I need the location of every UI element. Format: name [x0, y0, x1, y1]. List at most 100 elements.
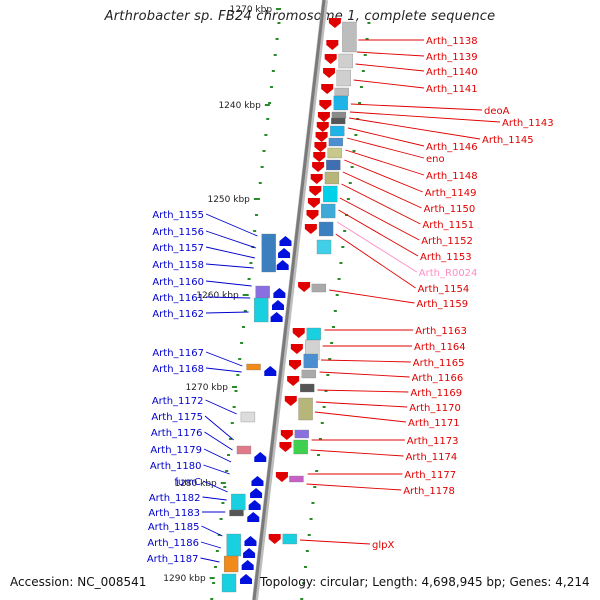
- forward-gene-arrow: [292, 328, 305, 338]
- gene-block: [240, 411, 256, 423]
- forward-gene-arrow: [309, 186, 322, 196]
- label-leader-line: [355, 63, 425, 72]
- label-leader-line: [205, 263, 254, 269]
- gene-label-left: Arth_1161: [152, 293, 204, 304]
- forward-gene-arrow: [284, 396, 297, 406]
- scale-tick: [231, 386, 237, 388]
- reverse-gene-arrow: [254, 452, 267, 462]
- gene-block: [300, 383, 315, 393]
- tick-mark: [363, 54, 367, 56]
- gene-label-left: Arth_1182: [149, 493, 201, 504]
- gene-label-left: Arth_1158: [152, 260, 204, 271]
- tick-mark: [249, 262, 253, 264]
- gene-label-right: Arth_1149: [425, 188, 477, 199]
- forward-gene-arrow: [316, 122, 329, 132]
- tick-mark: [217, 534, 221, 536]
- tick-mark: [223, 486, 227, 488]
- gene-label-left: Arth_1168: [152, 364, 204, 375]
- gene-label-right: Arth_1145: [482, 135, 534, 146]
- map-title: Arthrobacter sp. FB24 chromosome 1, comp…: [104, 9, 496, 24]
- tick-mark: [225, 470, 229, 472]
- forward-gene-arrow: [290, 344, 303, 354]
- gene-label-right: Arth_1173: [407, 436, 459, 447]
- scale-tick: [264, 104, 270, 106]
- tick-mark: [320, 422, 324, 424]
- label-leader-line: [335, 233, 416, 289]
- tick-mark: [241, 326, 245, 328]
- tick-mark: [309, 518, 313, 520]
- tick-mark: [365, 38, 369, 40]
- gene-label-right: eno: [426, 154, 445, 165]
- forward-gene-arrow: [312, 162, 325, 172]
- gene-label-right: Arth_1174: [406, 452, 458, 463]
- gene-label-right: Arth_1153: [420, 252, 472, 263]
- scale-label: 1280 kbp: [174, 479, 217, 489]
- gene-block: [298, 397, 313, 421]
- gene-block: [334, 87, 349, 97]
- tick-mark: [210, 598, 214, 600]
- reverse-gene-arrow: [279, 236, 292, 246]
- gene-block: [330, 125, 345, 137]
- gene-label-right: Arth_1152: [421, 236, 473, 247]
- gene-label-right: Arth_1154: [418, 284, 470, 295]
- gene-label-right: Arth_1151: [422, 220, 474, 231]
- label-leader-line: [319, 371, 410, 378]
- tick-mark: [317, 454, 321, 456]
- label-leader-line: [349, 111, 501, 123]
- gene-label-right: Arth_R0024: [419, 268, 478, 279]
- gene-label-left: Arth_1175: [151, 412, 203, 423]
- gene-block: [316, 239, 332, 255]
- tick-mark: [307, 534, 311, 536]
- forward-gene-arrow: [307, 198, 320, 208]
- label-leader-line: [204, 415, 234, 441]
- tick-mark: [273, 54, 277, 56]
- gene-label-right: Arth_1138: [426, 36, 478, 47]
- label-leader-line: [347, 127, 425, 147]
- tick-mark: [232, 406, 236, 408]
- tick-mark: [311, 502, 315, 504]
- reverse-gene-arrow: [278, 248, 291, 258]
- label-leader-line: [310, 449, 404, 457]
- label-leader-line: [205, 296, 251, 299]
- gene-block: [246, 363, 261, 371]
- tick-mark: [331, 326, 335, 328]
- forward-gene-arrow: [323, 68, 336, 78]
- topology-text: Topology: circular; Length: 4,698,945 bp…: [260, 575, 590, 589]
- tick-mark: [361, 70, 365, 72]
- label-leader-line: [204, 431, 233, 451]
- gene-block: [318, 221, 334, 237]
- tick-mark: [313, 486, 317, 488]
- gene-label-right: Arth_1139: [426, 52, 478, 63]
- tick-mark: [322, 406, 326, 408]
- label-leader-line: [202, 480, 228, 493]
- reverse-gene-arrow: [248, 500, 261, 510]
- tick-mark: [346, 198, 350, 200]
- tick-mark: [335, 294, 339, 296]
- gene-block: [293, 439, 308, 455]
- tick-mark: [213, 566, 217, 568]
- label-leader-line: [356, 51, 425, 57]
- tick-mark: [221, 502, 225, 504]
- reverse-gene-arrow: [240, 574, 253, 584]
- tick-mark: [337, 278, 341, 280]
- tick-mark: [358, 102, 362, 104]
- label-leader-line: [344, 159, 423, 193]
- gene-label-left: Arth_1183: [148, 508, 200, 519]
- tick-mark: [243, 310, 247, 312]
- forward-gene-arrow: [317, 112, 330, 122]
- reverse-gene-arrow: [247, 512, 260, 522]
- gene-label-left: Arth_1167: [152, 348, 204, 359]
- tick-mark: [240, 342, 244, 344]
- tick-mark: [305, 550, 309, 552]
- reverse-gene-arrow: [270, 312, 283, 322]
- tick-mark: [262, 150, 266, 152]
- scale-label: 1260 kbp: [196, 291, 239, 301]
- scale-tick: [209, 577, 215, 579]
- gene-label-left: Arth_1179: [150, 445, 202, 456]
- gene-label-right: deoA: [484, 106, 510, 117]
- label-leader-line: [341, 183, 421, 225]
- label-leader-line: [205, 351, 243, 367]
- gene-label-left: Arth_1185: [148, 522, 200, 533]
- label-leader-line: [200, 541, 222, 549]
